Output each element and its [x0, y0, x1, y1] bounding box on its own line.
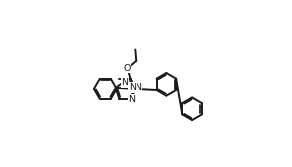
Text: N: N — [121, 78, 128, 87]
Text: O: O — [123, 64, 131, 73]
Text: N: N — [134, 83, 141, 92]
Text: N: N — [129, 83, 136, 92]
Text: N: N — [128, 95, 135, 104]
